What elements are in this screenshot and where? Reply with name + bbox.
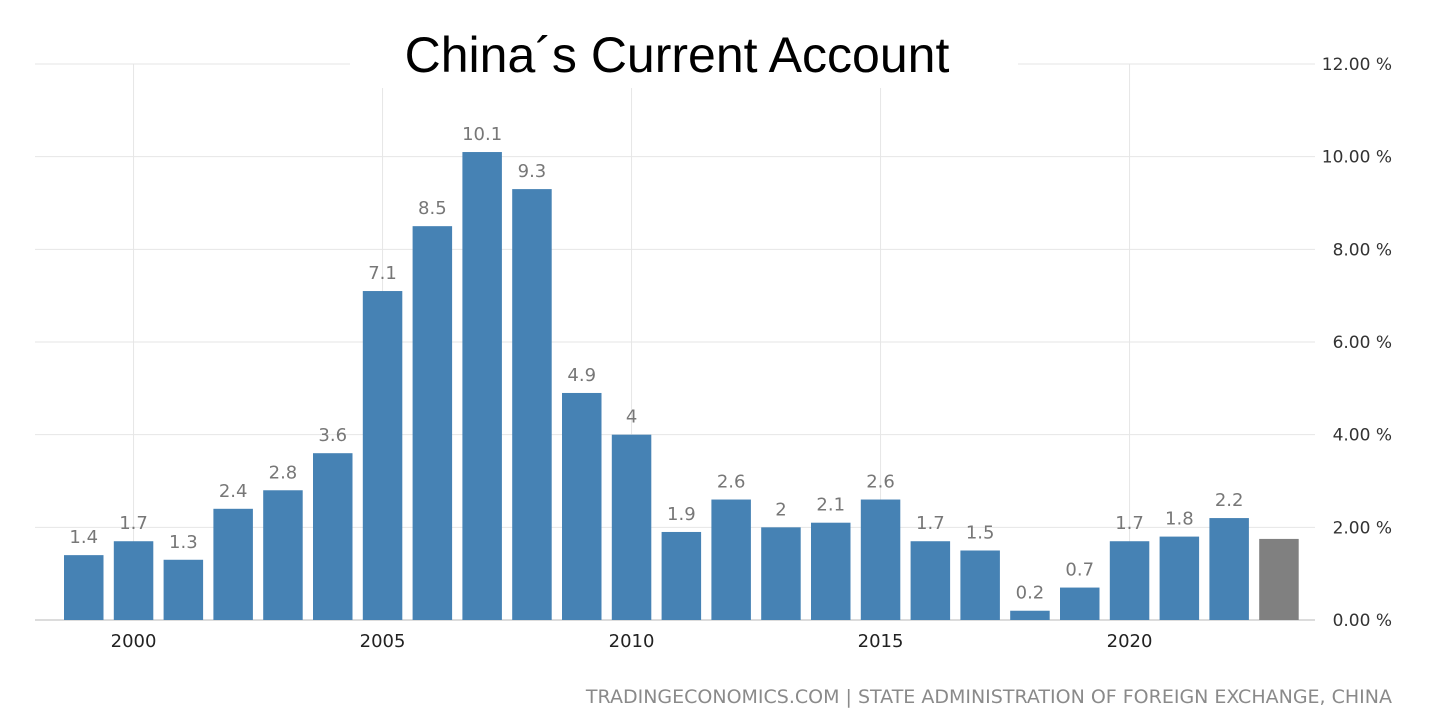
- bar-2010: [611, 434, 652, 620]
- y-tick-label: 12.00 %: [1322, 55, 1392, 75]
- data-label-2002: 2.4: [219, 481, 248, 502]
- data-label-1999: 1.4: [69, 527, 98, 548]
- bar-2001: [163, 559, 204, 620]
- data-label-2001: 1.3: [169, 532, 198, 553]
- data-label-2017: 1.5: [966, 523, 995, 544]
- x-axis: 2000 2005 2010 2015 2020: [111, 631, 1153, 652]
- data-label-2014: 2.1: [816, 495, 845, 516]
- bar-2000: [113, 541, 154, 620]
- y-tick-label: 8.00 %: [1333, 240, 1392, 260]
- data-label-2009: 4.9: [567, 365, 596, 386]
- data-label-2012: 2.6: [717, 472, 746, 493]
- bar-2015: [860, 499, 901, 620]
- y-tick-label: 2.00 %: [1333, 518, 1392, 538]
- bar-2003: [263, 490, 303, 620]
- data-label-2021: 1.8: [1165, 509, 1194, 530]
- bar-2011: [661, 531, 702, 620]
- data-label-2013: 2: [775, 499, 786, 520]
- bar-2002: [213, 508, 253, 620]
- source-note: TRADINGECONOMICS.COM | STATE ADMINISTRAT…: [585, 686, 1392, 708]
- bar-2012: [711, 499, 751, 620]
- bar-2009: [562, 392, 602, 620]
- data-labels: 1.4 1.7 1.3 2.4 2.8 3.6 7.1 8.5 10.1 9.3 4.9 4 1.9 2.…: [69, 124, 1243, 604]
- bar-2021: [1159, 536, 1200, 620]
- x-tick-label: 2005: [360, 631, 406, 652]
- data-label-2010: 4: [626, 407, 637, 428]
- bar-2005: [362, 291, 403, 620]
- data-label-2007: 10.1: [462, 124, 502, 145]
- bar-2014: [811, 522, 851, 620]
- y-tick-label: 0.00 %: [1333, 611, 1392, 631]
- y-tick-label: 4.00 %: [1333, 426, 1392, 446]
- bar-2020: [1109, 541, 1150, 620]
- data-label-2006: 8.5: [418, 198, 447, 219]
- y-axis: 0.00 % 2.00 % 4.00 % 6.00 % 8.00 % 10.00 % 12.…: [1322, 55, 1392, 631]
- bar-1999: [64, 555, 104, 620]
- data-label-2000: 1.7: [119, 513, 148, 534]
- bar-2008: [512, 189, 552, 620]
- bar-2017: [960, 550, 1000, 620]
- title-background: [350, 22, 1018, 88]
- data-label-2004: 3.6: [318, 425, 347, 446]
- bar-2006: [412, 226, 453, 620]
- x-tick-label: 2015: [858, 631, 904, 652]
- y-tick-label: 10.00 %: [1322, 148, 1392, 168]
- bars: [64, 152, 1299, 621]
- data-label-2016: 1.7: [916, 513, 945, 534]
- data-label-2015: 2.6: [866, 472, 895, 493]
- data-label-2022: 2.2: [1215, 490, 1244, 511]
- data-label-2020: 1.7: [1115, 513, 1144, 534]
- bar-2004: [313, 453, 353, 620]
- x-tick-label: 2020: [1107, 631, 1153, 652]
- bar-2019: [1060, 587, 1100, 620]
- bar-forecast: [1259, 538, 1299, 620]
- data-label-2019: 0.7: [1065, 560, 1094, 581]
- x-tick-label: 2000: [111, 631, 157, 652]
- chart-title: China´s Current Account: [405, 27, 950, 83]
- data-label-2018: 0.2: [1016, 583, 1045, 604]
- bar-2007: [462, 152, 502, 621]
- bar-2022: [1209, 518, 1249, 620]
- bar-2018: [1010, 610, 1050, 620]
- data-label-2011: 1.9: [667, 504, 696, 525]
- data-label-2003: 2.8: [269, 462, 298, 483]
- bar-2016: [910, 541, 951, 620]
- data-label-2005: 7.1: [368, 263, 397, 284]
- y-tick-label: 6.00 %: [1333, 333, 1392, 353]
- x-tick-label: 2010: [609, 631, 655, 652]
- bar-2013: [761, 527, 801, 620]
- data-label-2008: 9.3: [518, 161, 547, 182]
